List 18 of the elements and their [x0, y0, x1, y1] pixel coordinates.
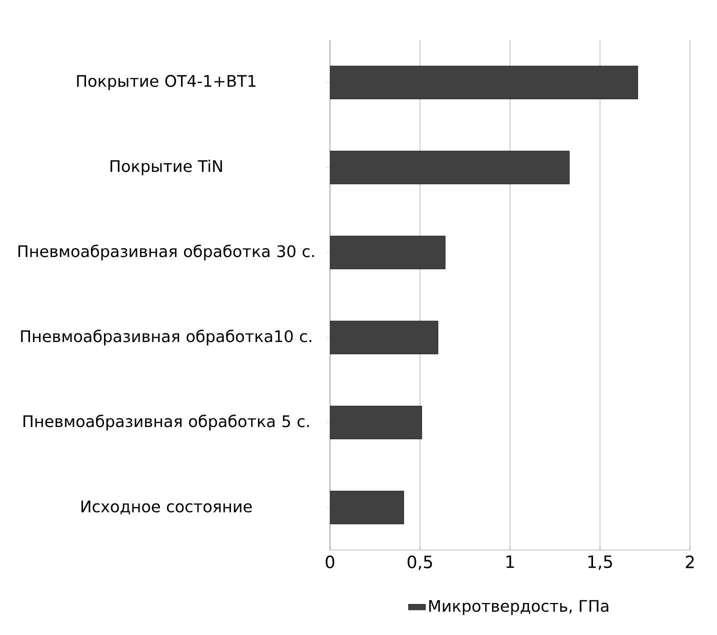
y-tick-label: Пневмоабразивная обработка 5 с.: [24, 414, 309, 430]
y-tick-label: Исходное состояние: [81, 500, 252, 514]
y-tick-label: Пневмоабразивная обработка10 с.: [21, 330, 312, 346]
bar: [330, 490, 404, 524]
x-tick-label: 1,5: [588, 556, 612, 570]
y-tick-label: Пневмоабразивная обработка 30 с.: [18, 244, 314, 260]
y-tick-label: Покрытие ОТ4-1+ВТ1: [77, 74, 256, 90]
x-tick-label: 0: [326, 556, 334, 568]
bar: [330, 150, 570, 184]
bar: [330, 66, 638, 100]
bar: [330, 236, 446, 270]
x-tick-label: 2: [686, 556, 694, 568]
y-tick-label: Покрытие TiN: [110, 160, 222, 176]
x-tick-label: 0,5: [408, 556, 432, 570]
bar: [330, 406, 422, 440]
x-tick-label: 1: [506, 556, 514, 568]
bar: [330, 320, 438, 354]
legend-label: Микротвердость, ГПа: [429, 600, 608, 616]
